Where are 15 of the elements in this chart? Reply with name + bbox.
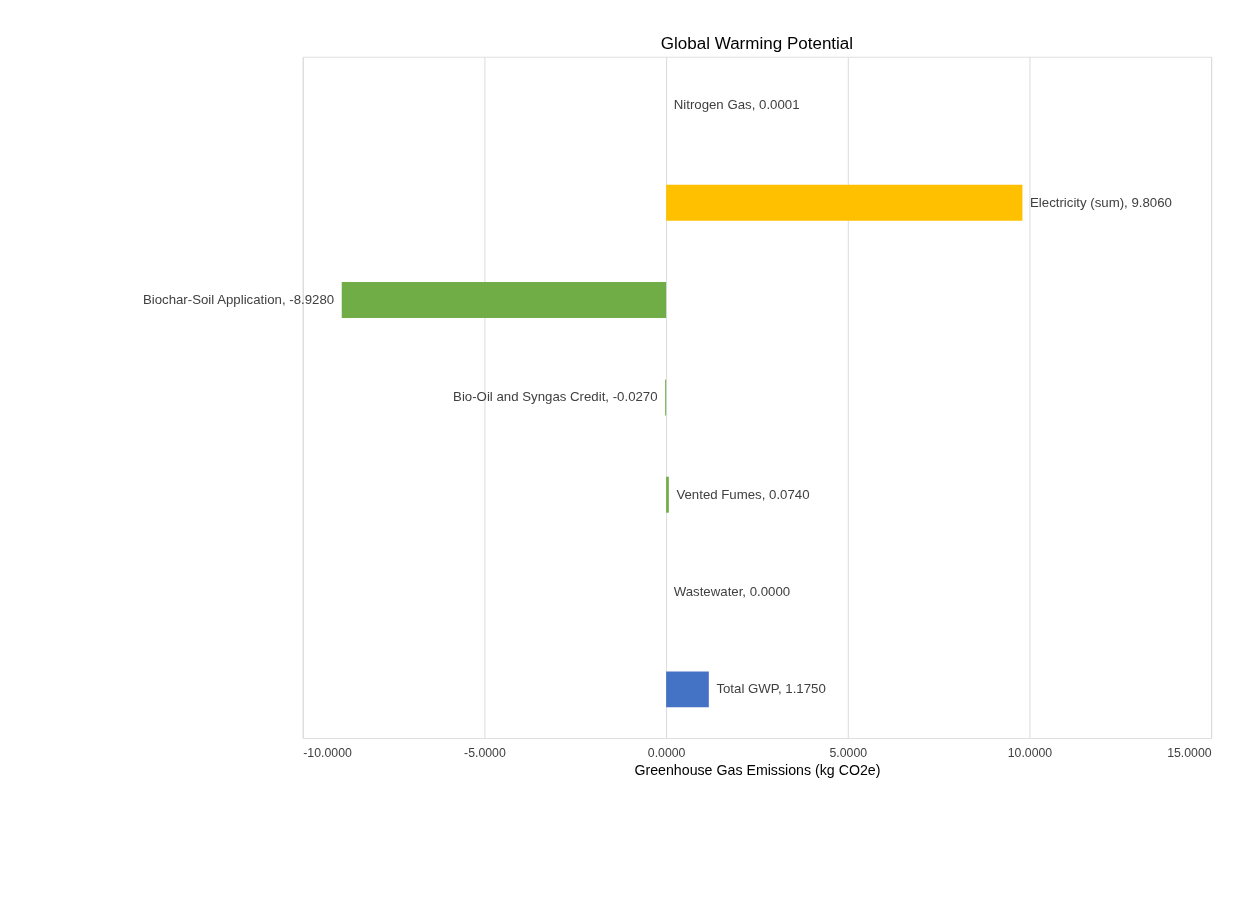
x-tick-label: 15.0000 (1167, 746, 1212, 761)
data-label: Biochar-Soil Application, -8.9280 (142, 291, 335, 307)
x-tick-label: 5.0000 (829, 746, 868, 761)
x-tick-label: 0.0000 (647, 746, 686, 761)
x-tick-label: 10.0000 (1007, 746, 1053, 761)
data-label: Vented Fumes, 0.0740 (676, 486, 810, 502)
data-label: Bio-Oil and Syngas Credit, -0.0270 (453, 389, 658, 405)
x-axis-title: Greenhouse Gas Emissions (kg CO2e) (634, 762, 881, 779)
x-tick-label: -10.0000 (303, 746, 352, 761)
data-label: Electricity (sum), 9.8060 (1030, 194, 1172, 210)
chart-title: Global Warming Potential (660, 34, 854, 54)
data-label: Total GWP, 1.1750 (716, 681, 826, 697)
data-label: Wastewater, 0.0000 (673, 583, 791, 599)
data-label: Nitrogen Gas, 0.0001 (673, 97, 800, 113)
x-tick-label: -5.0000 (464, 746, 506, 761)
